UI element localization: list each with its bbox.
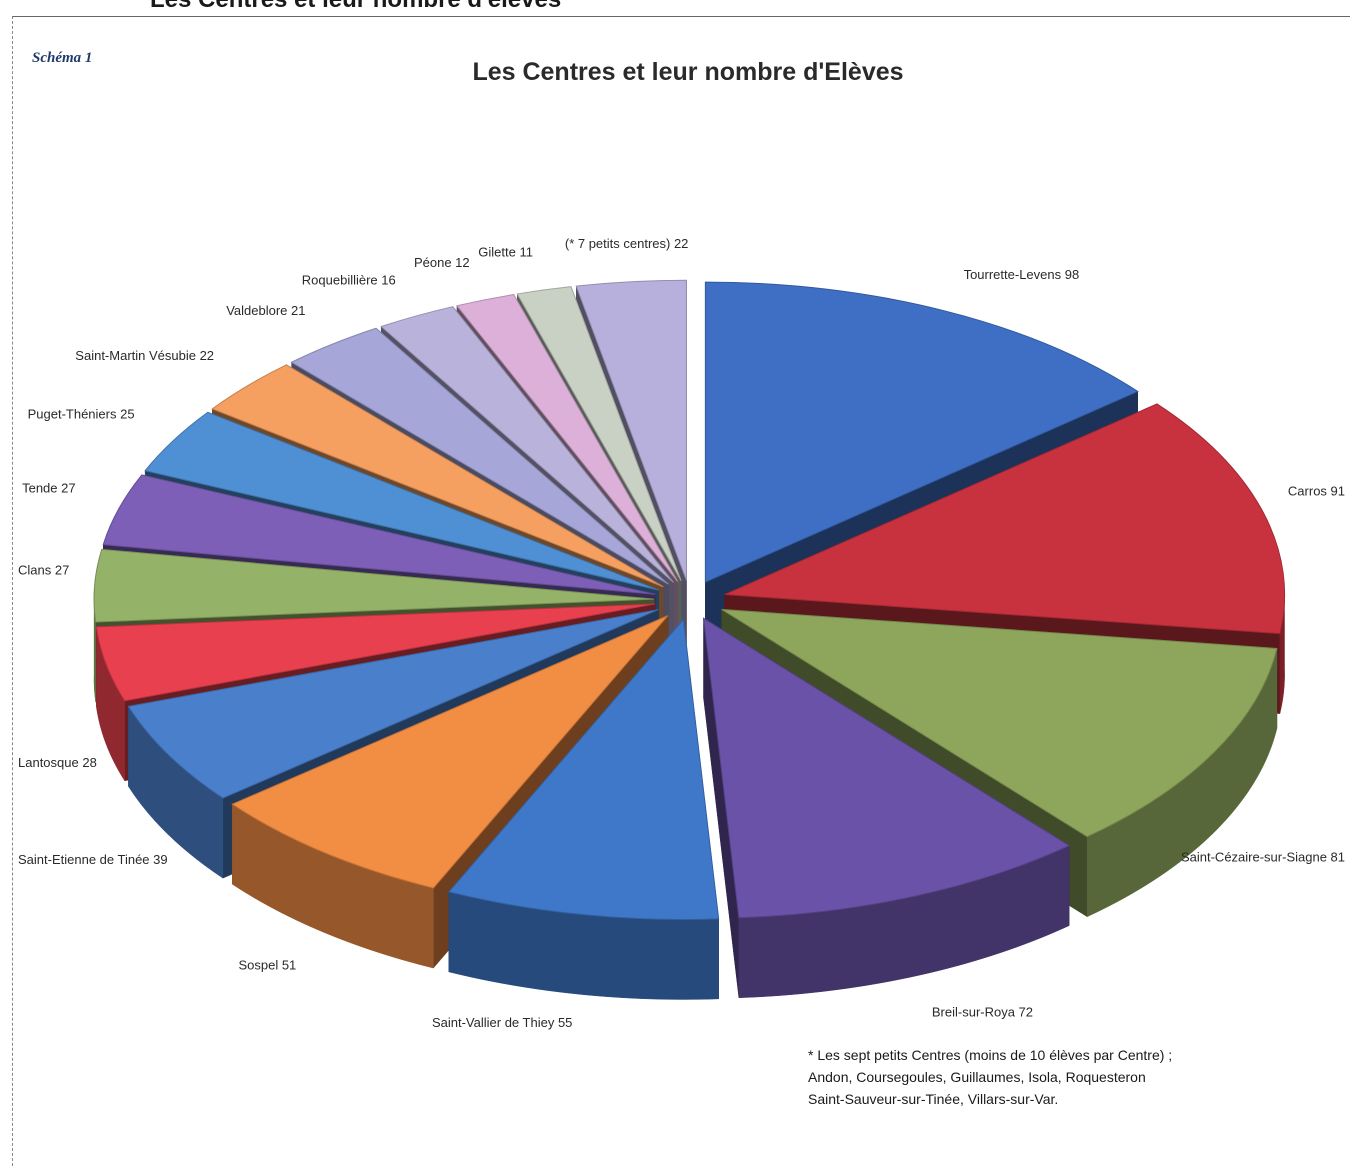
pie-slice-13 [380, 306, 674, 583]
pie-label-16: (* 7 petits centres) 22 [565, 236, 689, 251]
pie-slice-3 [702, 617, 1071, 919]
scheme-label: Schéma 1 [32, 50, 93, 66]
pie-slice-4 [447, 618, 720, 920]
pie-label-1: Carros 91 [1288, 483, 1345, 498]
footnote: * Les sept petits Centres (moins de 10 é… [808, 1044, 1328, 1110]
pie-slice-2 [721, 608, 1278, 838]
pie-label-12: Valdeblore 21 [226, 303, 305, 318]
pie-slice-15 [516, 286, 682, 582]
pie-label-13: Roquebillière 16 [302, 273, 396, 288]
pie-label-4: Saint-Vallier de Thiey 55 [432, 1015, 572, 1030]
pie-slice-1 [724, 403, 1286, 635]
pie-slice-6 [127, 609, 659, 799]
pie-slice-0 [704, 281, 1139, 583]
pie-label-0: Tourrette-Levens 98 [964, 267, 1080, 282]
pie-slice-5 [231, 615, 669, 889]
pie-slice-12 [290, 327, 669, 585]
pie-top-layer [93, 279, 1286, 920]
pie-label-9: Tende 27 [22, 480, 76, 495]
pie-slice-11 [211, 364, 664, 588]
pie-slice-9 [102, 474, 656, 595]
footnote-line-2: Andon, Coursegoules, Guillaumes, Isola, … [808, 1069, 1146, 1085]
pie-label-layer: Tourrette-Levens 98 Carros 91 Saint-Cézair… [18, 236, 1345, 1030]
pie-label-6: Saint-Etienne de Tinée 39 [18, 852, 168, 867]
pie-label-5: Sospel 51 [238, 957, 296, 972]
chart-title: Les Centres et leur nombre d'Elèves [472, 58, 904, 86]
page-heading: Les Centres et leur nombre d'élèves [150, 0, 561, 14]
pie-slice-14 [456, 293, 679, 582]
footnote-line-3: Saint-Sauveur-sur-Tinée, Villars-sur-Var… [808, 1091, 1059, 1107]
pie-label-8: Clans 27 [18, 563, 69, 578]
chart-frame [12, 16, 1350, 1166]
pie-label-3: Breil-sur-Roya 72 [932, 1004, 1033, 1019]
pie-label-2: Saint-Cézaire-sur-Siagne 81 [1181, 849, 1345, 864]
pie-label-11: Saint-Martin Vésubie 22 [75, 348, 214, 363]
pie-slice-7 [95, 603, 655, 702]
pie-slice-8 [93, 548, 655, 623]
footnote-line-1: * Les sept petits Centres (moins de 10 é… [808, 1047, 1173, 1063]
pie-slice-10 [144, 411, 659, 591]
pie-label-7: Lantosque 28 [18, 755, 97, 770]
pie-slice-16 [575, 279, 687, 581]
pie-label-15: Gilette 11 [478, 245, 533, 260]
pie-label-14: Péone 12 [414, 255, 470, 270]
pie-label-10: Puget-Théniers 25 [28, 407, 135, 422]
